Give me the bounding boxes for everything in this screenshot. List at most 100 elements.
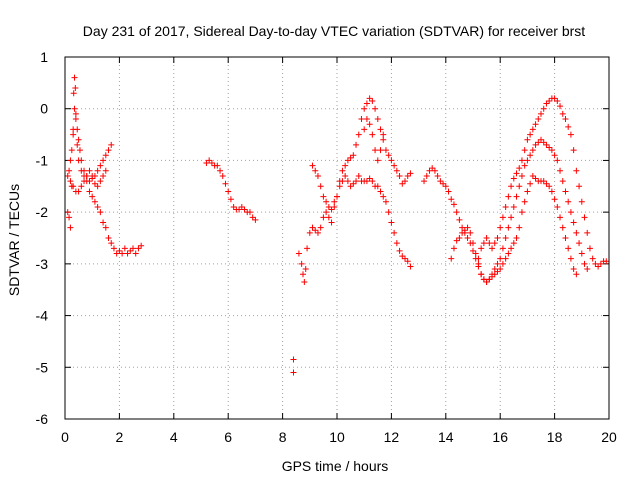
data-point bbox=[421, 178, 428, 185]
data-point bbox=[404, 172, 411, 179]
data-point bbox=[578, 198, 585, 205]
data-point bbox=[513, 235, 520, 241]
x-tick-label: 8 bbox=[279, 429, 287, 445]
data-point bbox=[570, 266, 577, 273]
data-point bbox=[489, 245, 496, 252]
data-point bbox=[538, 136, 544, 143]
data-point bbox=[309, 162, 316, 169]
data-point bbox=[518, 157, 525, 164]
data-point bbox=[238, 203, 245, 210]
data-point bbox=[100, 172, 107, 179]
data-point bbox=[440, 180, 447, 187]
data-point bbox=[543, 141, 550, 148]
data-point bbox=[203, 160, 210, 167]
data-point bbox=[576, 240, 583, 247]
data-point bbox=[385, 209, 392, 216]
data-point bbox=[505, 250, 512, 257]
data-point bbox=[464, 235, 471, 241]
data-point bbox=[559, 224, 566, 231]
data-point bbox=[510, 240, 517, 247]
data-point bbox=[374, 157, 381, 164]
data-point bbox=[475, 260, 482, 267]
data-point bbox=[576, 183, 583, 190]
data-point bbox=[402, 255, 408, 262]
data-point bbox=[353, 141, 360, 148]
data-point bbox=[510, 175, 517, 182]
series-sdtvar-c bbox=[64, 167, 109, 195]
data-point bbox=[567, 131, 574, 138]
data-point bbox=[66, 214, 73, 221]
data-point bbox=[366, 175, 373, 182]
data-point bbox=[363, 178, 370, 185]
data-point bbox=[127, 247, 134, 254]
plot-frame bbox=[64, 56, 610, 420]
data-point bbox=[459, 224, 466, 231]
data-point bbox=[388, 219, 395, 226]
data-point bbox=[312, 227, 319, 234]
data-point bbox=[71, 74, 78, 81]
data-point bbox=[404, 258, 411, 265]
data-point bbox=[557, 103, 564, 110]
data-point bbox=[130, 245, 136, 252]
data-point bbox=[290, 369, 297, 376]
data-point bbox=[546, 144, 553, 151]
data-point bbox=[527, 152, 534, 159]
data-point bbox=[331, 203, 338, 210]
data-point bbox=[516, 165, 523, 172]
data-point bbox=[97, 162, 104, 169]
data-point bbox=[578, 250, 585, 257]
data-point bbox=[529, 147, 536, 154]
data-point bbox=[499, 214, 506, 221]
data-point bbox=[94, 183, 101, 190]
data-point bbox=[548, 147, 555, 154]
data-point bbox=[81, 167, 88, 174]
data-point bbox=[508, 245, 515, 252]
data-point bbox=[380, 193, 387, 200]
data-point bbox=[325, 214, 332, 221]
x-tick-label: 2 bbox=[116, 429, 124, 445]
data-point bbox=[350, 180, 357, 187]
data-point bbox=[551, 196, 558, 203]
data-point bbox=[486, 276, 493, 283]
data-point bbox=[219, 172, 226, 179]
data-point bbox=[497, 266, 504, 273]
data-point bbox=[369, 97, 376, 104]
data-point bbox=[567, 255, 574, 262]
chart-title: Day 231 of 2017, Sidereal Day-to-day VTE… bbox=[83, 23, 585, 39]
data-point bbox=[508, 214, 515, 221]
data-point bbox=[374, 116, 381, 123]
data-point bbox=[540, 139, 547, 146]
data-point bbox=[89, 172, 96, 179]
data-point bbox=[581, 214, 588, 221]
data-point bbox=[369, 131, 376, 138]
y-tick-label: 0 bbox=[40, 101, 48, 117]
data-point bbox=[546, 183, 553, 190]
data-point bbox=[380, 131, 387, 138]
data-point bbox=[518, 209, 525, 216]
axis-ticks: 0 2 4 6 8 10 12 14 16 18 20 -6 -5 -4 -3 -2 -1 0 1 bbox=[36, 49, 617, 445]
data-point bbox=[491, 240, 498, 247]
data-point bbox=[431, 167, 438, 174]
data-point bbox=[369, 178, 376, 185]
data-point bbox=[499, 245, 506, 252]
data-point bbox=[521, 147, 528, 154]
data-point bbox=[97, 209, 104, 216]
data-point bbox=[513, 193, 520, 200]
data-point bbox=[497, 224, 504, 231]
data-point bbox=[478, 245, 485, 252]
data-point bbox=[70, 90, 77, 97]
series-sdtvar-k bbox=[475, 95, 610, 270]
data-point bbox=[402, 178, 408, 185]
data-point bbox=[230, 203, 237, 210]
data-point bbox=[86, 178, 93, 185]
data-point bbox=[74, 126, 81, 133]
y-tick-label: -2 bbox=[36, 204, 49, 220]
data-point bbox=[325, 203, 332, 210]
data-point bbox=[225, 188, 232, 195]
data-point bbox=[486, 240, 493, 247]
data-point bbox=[355, 172, 362, 179]
data-point bbox=[380, 136, 387, 143]
data-point bbox=[72, 85, 79, 92]
data-point bbox=[246, 209, 253, 216]
